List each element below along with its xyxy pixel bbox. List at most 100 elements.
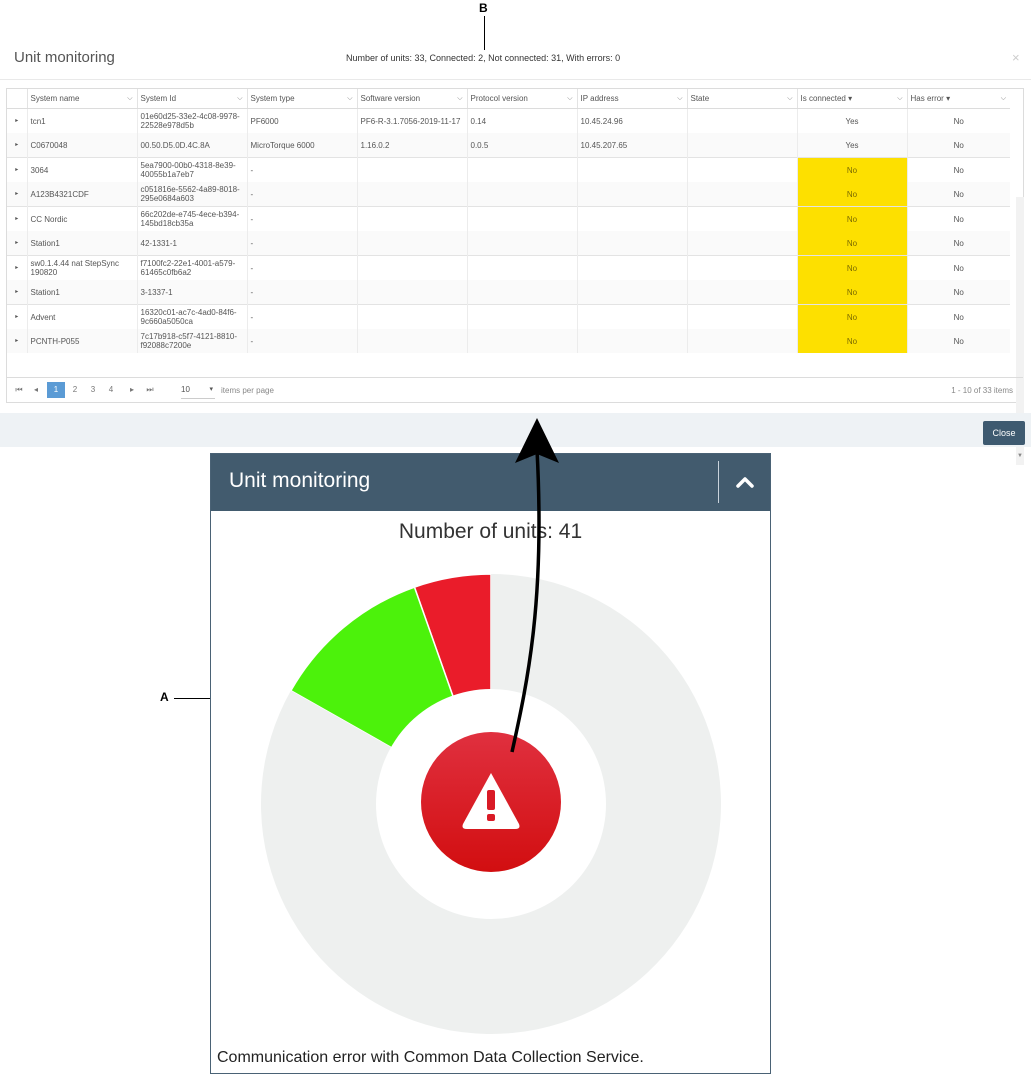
cell-error: No xyxy=(906,304,1010,329)
page-button-1[interactable]: 1 xyxy=(47,382,65,398)
expand-row-icon[interactable]: ▸ xyxy=(7,231,27,256)
cell-ip xyxy=(576,304,687,329)
cell-ip xyxy=(576,157,687,182)
previous-page-button[interactable]: ◂ xyxy=(33,385,38,394)
cell-connected: No xyxy=(796,206,907,231)
expand-row-icon[interactable]: ▸ xyxy=(7,280,27,305)
close-icon[interactable]: × xyxy=(1012,50,1020,65)
cell-type: MicroTorque 6000 xyxy=(246,133,357,158)
grid-scrollbar[interactable] xyxy=(1016,197,1024,465)
cell-proto xyxy=(466,280,577,305)
cell-name: CC Nordic xyxy=(26,206,137,231)
cell-id: 01e60d25-33e2-4c08-9978-22528e978d5b xyxy=(136,108,247,133)
column-label: Protocol version xyxy=(470,94,528,103)
alert-indicator[interactable] xyxy=(421,732,561,872)
cell-connected: Yes xyxy=(796,108,907,133)
chevron-down-icon[interactable]: ⌵ xyxy=(237,95,243,102)
chevron-down-icon[interactable]: ⌵ xyxy=(1000,95,1006,102)
cell-ip xyxy=(576,329,687,353)
expand-row-icon[interactable]: ▸ xyxy=(7,182,27,207)
table-row[interactable]: ▸ Advent 16320c01-ac7c-4ad0-84f6-9c660a505… xyxy=(7,304,1010,329)
chevron-down-icon[interactable]: ⌵ xyxy=(127,95,133,102)
cell-state xyxy=(686,231,797,256)
table-row[interactable]: ▸ Station1 3-1337-1- No No xyxy=(7,280,1010,305)
page-button-2[interactable]: 2 xyxy=(72,385,78,394)
chevron-down-icon[interactable]: ⌵ xyxy=(787,95,793,102)
cell-connected: No xyxy=(796,280,907,305)
column-label: Software version xyxy=(360,94,421,103)
column-label: System name xyxy=(30,94,80,103)
cell-connected: No xyxy=(796,255,907,280)
column-label: System type xyxy=(250,94,295,103)
chevron-up-icon xyxy=(736,477,754,488)
cell-sw xyxy=(356,329,467,353)
chevron-down-icon[interactable]: ⌵ xyxy=(457,95,463,102)
cell-error: No xyxy=(906,255,1010,280)
expand-row-icon[interactable]: ▸ xyxy=(7,304,27,329)
units-summary: Number of units: 33, Connected: 2, Not c… xyxy=(346,53,621,63)
unit-monitoring-widget: Unit monitoring Number of units: 41 Co xyxy=(210,453,771,1074)
first-page-button[interactable]: ⏮ xyxy=(15,385,23,394)
cell-id: 42-1331-1 xyxy=(136,231,247,256)
page-button-3[interactable]: 3 xyxy=(90,385,96,394)
cell-sw: 1.16.0.2 xyxy=(356,133,467,158)
table-row[interactable]: ▸ C0670048 00.50.D5.0D.4C.8A MicroTorque 60… xyxy=(7,133,1010,158)
chevron-down-icon[interactable]: ⌵ xyxy=(567,95,573,102)
table-row[interactable]: ▸ A123B4321CDF c051816e-5562-4a89-8018-295… xyxy=(7,182,1010,207)
expand-row-icon[interactable]: ▸ xyxy=(7,255,27,280)
column-header-system-id[interactable]: System Id ⌵ xyxy=(136,89,247,109)
column-label: System Id xyxy=(140,94,177,103)
column-header-state[interactable]: State ⌵ xyxy=(686,89,797,109)
column-header-software-version[interactable]: Software version ⌵ xyxy=(356,89,467,109)
expand-row-icon[interactable]: ▸ xyxy=(7,157,27,182)
cell-type: PF6000 xyxy=(246,108,357,133)
cell-id: 7c17b918-c5f7-4121-8810-f92088c7200e xyxy=(136,329,247,353)
table-row[interactable]: ▸ Station1 42-1331-1- No No xyxy=(7,231,1010,256)
chevron-down-icon[interactable]: ⌵ xyxy=(347,95,353,102)
column-header-ip-address[interactable]: IP address ⌵ xyxy=(576,89,687,109)
column-label: IP address xyxy=(580,94,619,103)
table-row[interactable]: ▸ PCNTH-P055 7c17b918-c5f7-4121-8810-f9208… xyxy=(7,329,1010,353)
cell-state xyxy=(686,206,797,231)
column-header-system-type[interactable]: System type ⌵ xyxy=(246,89,357,109)
expand-row-icon[interactable]: ▸ xyxy=(7,206,27,231)
cell-ip xyxy=(576,182,687,207)
table-row[interactable]: ▸ tcn1 01e60d25-33e2-4c08-9978-22528e978d5… xyxy=(7,108,1010,133)
cell-type: - xyxy=(246,231,357,256)
cell-ip: 10.45.207.65 xyxy=(576,133,687,158)
expand-row-icon[interactable]: ▸ xyxy=(15,117,19,124)
last-page-button[interactable]: ⏭ xyxy=(146,385,154,394)
expand-row-icon[interactable]: ▸ xyxy=(7,133,27,158)
close-button[interactable]: Close xyxy=(983,421,1025,445)
cell-ip xyxy=(576,231,687,256)
grid-body: ▸ tcn1 01e60d25-33e2-4c08-9978-22528e978d5… xyxy=(7,108,1010,353)
column-header-system-name[interactable]: System name ⌵ xyxy=(26,89,137,109)
cell-proto xyxy=(466,231,577,256)
cell-proto xyxy=(466,304,577,329)
cell-type: - xyxy=(246,157,357,182)
column-label: Has error ▾ xyxy=(910,94,951,103)
next-page-button[interactable]: ▸ xyxy=(129,385,134,394)
column-header-has-error[interactable]: Has error ▾ ⌵ xyxy=(906,89,1010,109)
cell-state xyxy=(686,304,797,329)
column-header-is-connected[interactable]: Is connected ▾ ⌵ xyxy=(796,89,907,109)
page-size-select[interactable]: 10 ▾ xyxy=(181,381,215,399)
table-row[interactable]: ▸ 3064 5ea7900-00b0-4318-8e39-40055b1a7eb7… xyxy=(7,157,1010,182)
table-row[interactable]: ▸ CC Nordic 66c202de-e745-4ece-b394-145bd1… xyxy=(7,206,1010,231)
cell-state xyxy=(686,108,797,133)
cell-error: No xyxy=(906,182,1010,207)
chevron-down-icon[interactable]: ⌵ xyxy=(897,95,903,102)
scroll-down-arrow-icon[interactable]: ▼ xyxy=(1017,453,1023,459)
cell-proto xyxy=(466,157,577,182)
collapse-button[interactable] xyxy=(723,460,767,504)
cell-connected: No xyxy=(796,231,907,256)
page-button-4[interactable]: 4 xyxy=(108,385,114,394)
expand-row-icon[interactable]: ▸ xyxy=(7,329,27,353)
items-range: 1 - 10 of 33 items xyxy=(951,386,1013,395)
chevron-down-icon[interactable]: ⌵ xyxy=(677,95,683,102)
column-header-protocol-version[interactable]: Protocol version ⌵ xyxy=(466,89,577,109)
callout-b-leader xyxy=(484,16,485,50)
cell-connected: Yes xyxy=(796,133,907,158)
table-row[interactable]: ▸ sw0.1.4.44 nat StepSync 190820 f7100fc2-… xyxy=(7,255,1010,280)
cell-type: - xyxy=(246,280,357,305)
